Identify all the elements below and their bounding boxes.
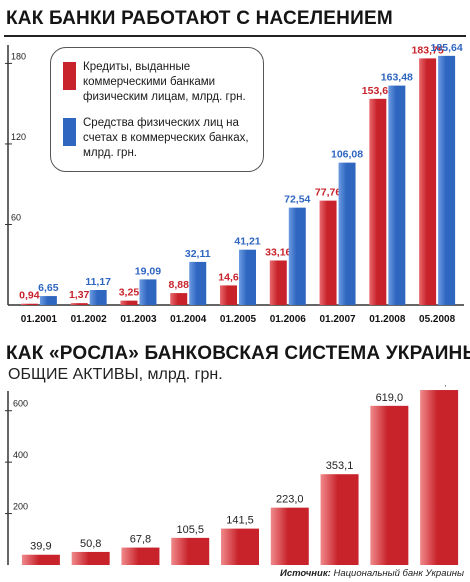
legend-swatch-deposits xyxy=(63,118,76,146)
bar-assets xyxy=(71,551,110,565)
bar-deposits xyxy=(39,296,57,305)
bar-assets xyxy=(420,390,459,565)
data-label-assets: 39,9 xyxy=(30,541,51,553)
x-tick-label: 01.2007 xyxy=(319,314,356,325)
bar-deposits xyxy=(338,162,356,305)
x-tick-label: 01.2008 xyxy=(369,314,406,325)
bar-assets xyxy=(270,507,309,565)
bar-loans xyxy=(220,285,237,305)
x-tick-label: 01.2006 xyxy=(270,314,307,325)
x-tick-label: 01.2002 xyxy=(71,314,108,325)
bar-deposits xyxy=(288,207,306,305)
title-rule xyxy=(4,35,466,37)
bar-assets xyxy=(320,474,359,565)
x-tick-label: 01.2005 xyxy=(220,314,257,325)
bar-deposits xyxy=(89,290,107,305)
data-label-loans: 77,76 xyxy=(315,187,341,199)
y-tick-label: 60 xyxy=(11,212,21,222)
x-tick-label: 01.2003 xyxy=(120,314,157,325)
source-text: Национальный банк Украины xyxy=(333,568,464,579)
bar-loans xyxy=(120,300,138,305)
bar-loans xyxy=(269,260,287,305)
bar-assets xyxy=(171,537,210,565)
data-label-loans: 33,16 xyxy=(265,246,291,258)
legend-label-loans: Кредиты, выданные коммерческими банками … xyxy=(83,61,246,103)
x-tick-label: 01.2001 xyxy=(21,314,58,325)
data-label-deposits: 32,11 xyxy=(185,248,211,260)
data-label-deposits: 19,09 xyxy=(135,265,161,277)
data-label-loans: 3,25 xyxy=(119,287,140,299)
chart2-subtitle: ОБЩИЕ АКТИВЫ, млрд. грн. xyxy=(8,366,223,383)
chart2-title: КАК «РОСЛА» БАНКОВСКАЯ СИСТЕМА УКРАИНЫ xyxy=(6,343,470,364)
x-tick-label: 01.2004 xyxy=(170,314,207,325)
data-label-assets: 105,5 xyxy=(176,524,204,536)
bar-loans xyxy=(419,58,437,306)
data-label-loans: 0,94 xyxy=(19,290,40,302)
bar-deposits xyxy=(189,261,207,305)
data-label-assets: 223,0 xyxy=(276,494,304,506)
data-label-assets: 680,4 xyxy=(425,385,453,388)
data-label-loans: 14,6 xyxy=(218,271,239,283)
bar-loans xyxy=(369,98,387,305)
data-label-assets: 619,0 xyxy=(376,392,404,404)
data-label-loans: 183,75 xyxy=(412,44,444,56)
bar-deposits xyxy=(239,249,256,305)
bar-deposits xyxy=(438,55,456,305)
source-label: Источник: xyxy=(279,568,331,579)
data-label-assets: 353,1 xyxy=(326,460,354,472)
bar-deposits xyxy=(388,85,406,305)
y-tick-label: 180 xyxy=(11,51,26,61)
y-tick-label: 200 xyxy=(13,502,28,512)
data-label-assets: 141,5 xyxy=(226,515,254,527)
legend-label-deposits: Средства физических лиц на счетах в комм… xyxy=(83,117,249,159)
y-tick-label: 600 xyxy=(13,399,28,409)
data-label-loans: 153,63 xyxy=(362,85,394,97)
chart-total-assets: 200 400 600 39,9 50,8 67,8 105,5 141,5 223,0 353,… xyxy=(5,385,459,565)
data-label-deposits: 185,64 xyxy=(431,42,463,54)
data-label-assets: 50,8 xyxy=(80,538,101,550)
y-tick-label: 400 xyxy=(13,450,28,460)
data-label-deposits: 6,65 xyxy=(38,282,59,294)
data-label-deposits: 72,54 xyxy=(284,194,310,206)
x-tick-label: 05.2008 xyxy=(419,314,456,325)
data-label-deposits: 163,48 xyxy=(381,72,413,84)
data-label-loans: 1,37 xyxy=(69,289,90,301)
bar-assets xyxy=(221,528,259,565)
bar-loans xyxy=(70,303,88,305)
data-label-deposits: 11,17 xyxy=(85,276,111,288)
source-note: Источник: Национальный банк Украины xyxy=(280,568,464,579)
data-label-deposits: 106,08 xyxy=(331,149,363,161)
bar-loans xyxy=(20,303,38,305)
y-tick-label: 120 xyxy=(11,132,26,142)
bar-loans xyxy=(319,200,337,305)
chart1-legend: Кредиты, выданные коммерческими банками … xyxy=(50,47,264,172)
data-label-loans: 8,88 xyxy=(169,279,190,291)
bar-assets xyxy=(121,547,160,565)
data-label-deposits: 41,21 xyxy=(234,236,260,248)
bar-loans xyxy=(170,293,188,305)
bar-deposits xyxy=(139,279,157,305)
data-label-assets: 67,8 xyxy=(130,534,151,546)
chart1-title: КАК БАНКИ РАБОТАЮТ С НАСЕЛЕНИЕМ xyxy=(6,8,393,29)
bar-assets xyxy=(21,554,60,565)
legend-swatch-loans xyxy=(63,62,76,90)
bar-assets xyxy=(370,405,409,565)
